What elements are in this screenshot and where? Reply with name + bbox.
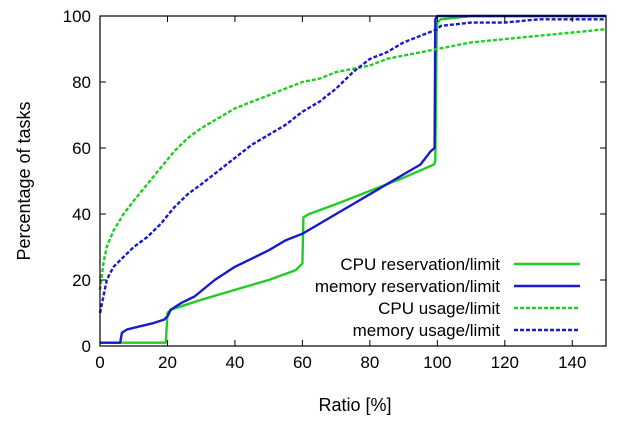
legend-label-3: memory usage/limit	[353, 321, 501, 340]
x-tick-label: 0	[95, 353, 104, 372]
x-tick-label: 20	[158, 353, 177, 372]
y-tick-label: 0	[82, 337, 91, 356]
x-tick-label: 100	[423, 353, 451, 372]
y-tick-label: 100	[63, 7, 91, 26]
series-line-3	[98, 18, 606, 314]
legend-label-2: CPU usage/limit	[378, 299, 500, 318]
y-tick-label: 60	[72, 139, 91, 158]
y-tick-label: 80	[72, 73, 91, 92]
legend-label-0: CPU reservation/limit	[340, 255, 500, 274]
series-line-0	[100, 14, 606, 344]
y-tick-label: 20	[72, 271, 91, 290]
plot-frame	[99, 15, 607, 347]
y-axis-label: Percentage of tasks	[14, 101, 34, 260]
axes-layer: 0 20 40 60 80 100 120 140 0 20 40 60 80 100	[63, 7, 607, 372]
x-axis-label: Ratio [%]	[318, 395, 391, 415]
series-line-1	[100, 14, 606, 344]
x-tick-label: 40	[225, 353, 244, 372]
y-tick-label: 40	[72, 205, 91, 224]
x-tick-label: 60	[293, 353, 312, 372]
x-tick-label: 140	[558, 353, 586, 372]
series-line-2	[98, 28, 607, 291]
x-tick-label: 80	[360, 353, 379, 372]
series-layer	[98, 14, 607, 344]
legend-label-1: memory reservation/limit	[315, 277, 500, 296]
x-tick-label: 120	[491, 353, 519, 372]
legend: CPU reservation/limit memory reservation/…	[315, 255, 580, 340]
